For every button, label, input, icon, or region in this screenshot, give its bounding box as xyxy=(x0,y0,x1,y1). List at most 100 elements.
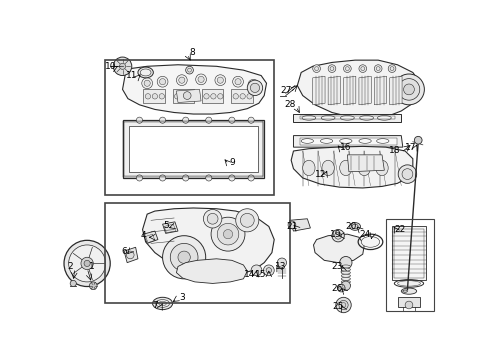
Circle shape xyxy=(217,77,223,83)
Ellipse shape xyxy=(159,301,167,306)
Bar xyxy=(392,226,426,280)
Ellipse shape xyxy=(341,283,350,287)
Circle shape xyxy=(250,82,257,88)
Circle shape xyxy=(89,282,97,289)
Text: 14: 14 xyxy=(244,270,255,279)
Circle shape xyxy=(206,175,212,181)
Ellipse shape xyxy=(350,222,361,230)
Circle shape xyxy=(215,75,226,86)
Circle shape xyxy=(113,57,132,76)
Circle shape xyxy=(204,94,209,99)
Text: 11: 11 xyxy=(126,71,138,80)
Circle shape xyxy=(404,84,415,95)
Ellipse shape xyxy=(340,160,352,176)
Circle shape xyxy=(229,117,235,123)
Polygon shape xyxy=(124,247,138,263)
Circle shape xyxy=(223,230,233,239)
Circle shape xyxy=(332,230,344,242)
Text: 4: 4 xyxy=(141,231,146,240)
Circle shape xyxy=(374,65,382,72)
Circle shape xyxy=(313,65,320,72)
Circle shape xyxy=(388,65,396,72)
Polygon shape xyxy=(374,76,387,105)
Circle shape xyxy=(266,267,271,273)
Circle shape xyxy=(70,280,76,287)
Text: 23: 23 xyxy=(331,262,343,271)
Circle shape xyxy=(160,175,166,181)
Text: 28: 28 xyxy=(284,100,295,109)
Circle shape xyxy=(240,213,254,227)
Polygon shape xyxy=(294,114,401,122)
Text: 9: 9 xyxy=(229,158,235,167)
Circle shape xyxy=(163,236,206,279)
Ellipse shape xyxy=(341,271,350,274)
Circle shape xyxy=(248,175,254,181)
Circle shape xyxy=(277,258,287,267)
Ellipse shape xyxy=(322,160,334,176)
Polygon shape xyxy=(294,136,403,147)
Text: 3: 3 xyxy=(179,293,185,302)
Circle shape xyxy=(203,210,222,228)
Circle shape xyxy=(398,165,416,183)
Text: 15: 15 xyxy=(255,270,267,279)
Polygon shape xyxy=(172,89,194,103)
Text: 13: 13 xyxy=(274,262,286,271)
Text: 25: 25 xyxy=(332,302,344,311)
Circle shape xyxy=(181,94,187,99)
Circle shape xyxy=(69,245,106,282)
Circle shape xyxy=(218,94,223,99)
Circle shape xyxy=(183,175,189,181)
Circle shape xyxy=(251,265,262,276)
Circle shape xyxy=(186,66,194,74)
Text: 8: 8 xyxy=(189,48,195,57)
Circle shape xyxy=(235,78,241,85)
Circle shape xyxy=(288,221,296,229)
Text: 20: 20 xyxy=(345,222,357,231)
Polygon shape xyxy=(314,234,365,263)
Circle shape xyxy=(211,94,216,99)
Circle shape xyxy=(335,232,342,239)
Bar xyxy=(394,229,423,278)
Bar xyxy=(105,60,274,195)
Polygon shape xyxy=(122,65,267,114)
Circle shape xyxy=(341,281,350,291)
Circle shape xyxy=(405,301,413,309)
Circle shape xyxy=(136,175,143,181)
Polygon shape xyxy=(143,208,274,276)
Circle shape xyxy=(217,223,239,245)
Ellipse shape xyxy=(140,69,151,76)
Text: 10: 10 xyxy=(104,62,116,71)
Circle shape xyxy=(250,83,260,93)
Circle shape xyxy=(174,94,180,99)
Circle shape xyxy=(145,94,150,99)
Circle shape xyxy=(328,65,336,72)
Circle shape xyxy=(160,117,166,123)
Circle shape xyxy=(178,251,190,264)
Circle shape xyxy=(398,78,420,100)
Circle shape xyxy=(247,94,252,99)
Circle shape xyxy=(233,94,239,99)
Ellipse shape xyxy=(341,274,350,277)
Ellipse shape xyxy=(341,277,350,280)
Polygon shape xyxy=(290,219,311,231)
Text: 1: 1 xyxy=(89,262,95,271)
Circle shape xyxy=(415,136,422,144)
Circle shape xyxy=(159,94,165,99)
Polygon shape xyxy=(231,89,253,103)
Circle shape xyxy=(120,63,125,69)
Circle shape xyxy=(229,175,235,181)
Polygon shape xyxy=(328,76,341,105)
Circle shape xyxy=(198,76,204,82)
Circle shape xyxy=(248,80,259,90)
Polygon shape xyxy=(202,89,223,103)
Circle shape xyxy=(196,74,206,85)
Text: 2: 2 xyxy=(67,262,73,271)
Polygon shape xyxy=(390,76,402,105)
Polygon shape xyxy=(163,222,178,233)
Ellipse shape xyxy=(352,224,358,229)
Circle shape xyxy=(206,117,212,123)
Circle shape xyxy=(336,297,351,313)
Circle shape xyxy=(183,117,189,123)
Polygon shape xyxy=(300,138,397,145)
Circle shape xyxy=(126,251,134,259)
